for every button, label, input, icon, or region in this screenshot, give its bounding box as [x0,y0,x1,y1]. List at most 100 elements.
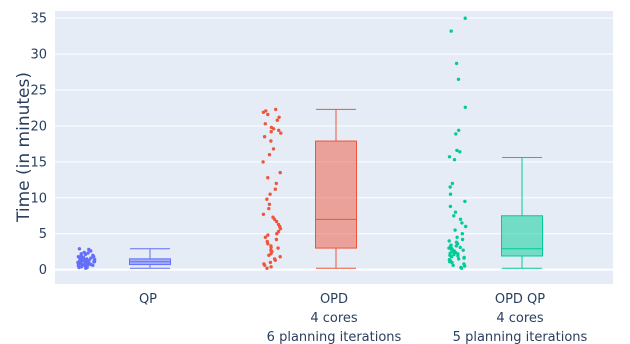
y-tick-label: 5 [39,227,47,242]
data-point [278,255,282,259]
data-point [77,247,82,251]
data-point [462,262,466,266]
data-point [265,266,269,270]
category-label: OPD [320,292,348,307]
data-point [87,247,91,252]
data-point [463,199,467,204]
data-point [455,235,459,239]
data-point [269,244,273,248]
data-point [464,224,468,229]
y-tick-label: 15 [30,155,47,170]
data-point [460,237,465,242]
data-point [269,248,273,252]
data-point [85,257,89,261]
data-point [275,118,279,122]
data-point [274,107,278,112]
data-point [276,229,281,234]
data-point [261,212,266,216]
series-1 [261,107,357,270]
data-point [89,256,93,260]
series-2 [447,16,543,270]
data-point [264,109,268,113]
data-point [262,135,267,139]
data-point [448,192,453,196]
data-point [262,262,266,266]
data-point [460,232,464,236]
data-point [268,260,273,265]
data-point [265,197,269,201]
data-point [76,255,81,259]
data-point [456,77,461,82]
data-point [269,130,273,134]
data-point [463,16,467,20]
data-point [271,147,276,151]
data-point [457,128,461,132]
data-point [447,239,451,243]
data-point [277,115,281,120]
series-group [76,16,543,270]
data-point [265,239,269,244]
data-point [263,122,267,126]
data-point [269,139,273,143]
data-point [454,240,459,244]
data-point [271,215,275,219]
data-point [91,253,95,257]
series-0 [76,247,171,270]
data-point [448,251,452,255]
data-point [274,219,279,224]
y-tick-label: 10 [30,191,47,206]
data-point [458,245,462,250]
data-point [93,257,97,262]
category-label: 4 cores [310,311,358,326]
data-point [274,181,278,186]
data-point [457,257,461,261]
data-point [272,257,277,261]
data-point [267,153,272,157]
data-point [266,112,270,117]
data-point [460,221,464,225]
data-point [453,210,458,214]
data-point [462,255,466,260]
y-tick-labels: 0 5 10 15 20 25 30 35 [30,12,47,278]
data-point [79,252,83,256]
data-point [461,248,465,252]
y-tick-label: 25 [30,84,47,99]
data-point [459,265,463,270]
data-point [454,61,459,66]
box [501,215,543,257]
category-labels: QP OPD 4 cores 6 planning iterations OPD QP 4… [139,292,588,344]
data-point [266,176,270,180]
data-point [273,187,277,191]
data-point [261,160,265,164]
data-point [82,250,86,255]
data-point [451,263,455,267]
y-tick-label: 35 [30,12,47,27]
data-point [449,29,453,33]
data-point [454,132,458,136]
data-point [453,228,457,232]
data-point [452,214,456,218]
data-point [455,148,459,153]
data-point [266,233,270,237]
data-point [458,217,463,221]
data-point [447,257,452,262]
data-point [269,265,273,269]
y-tick-label: 0 [39,263,47,278]
data-point [276,222,281,227]
data-point [267,202,272,206]
data-point [452,249,456,253]
data-point [448,204,453,209]
category-label: 5 planning iterations [453,330,588,344]
data-point [276,246,280,250]
data-point [449,243,453,247]
data-point [448,185,452,189]
data-point [269,125,274,130]
data-point [274,237,279,242]
data-point [268,192,272,196]
y-tick-label: 20 [30,119,47,134]
y-axis-title: Time (in minutes) [14,72,34,223]
data-point [263,235,268,239]
data-point [450,181,455,186]
category-label: OPD QP [495,292,545,307]
category-label: 6 planning iterations [267,330,402,344]
